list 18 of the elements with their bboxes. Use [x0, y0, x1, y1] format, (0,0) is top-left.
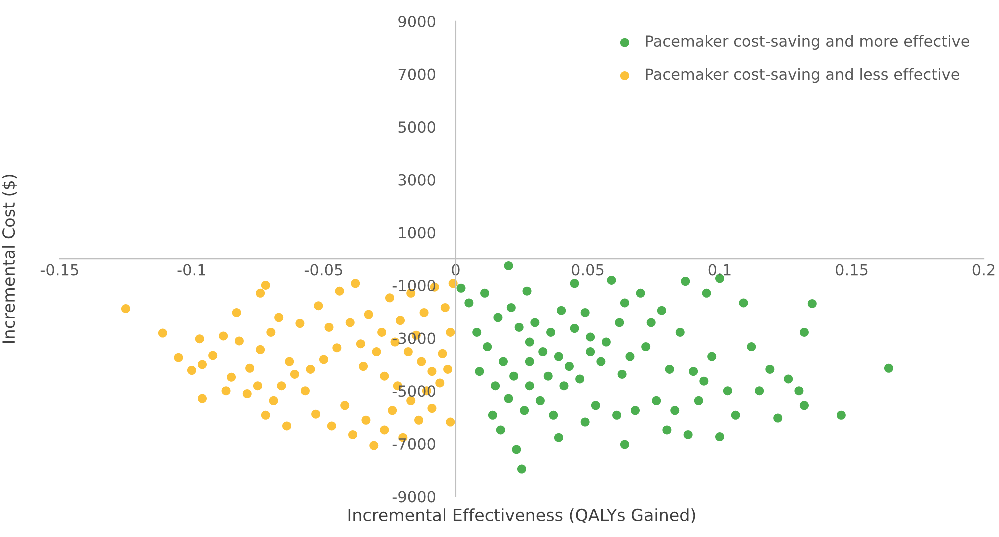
legend-label: Pacemaker cost-saving and more effective — [646, 35, 970, 50]
x-tick-label: -0.15 — [40, 264, 78, 276]
x-tick-label: 0.05 — [572, 264, 604, 276]
x-tick-label: 0.1 — [708, 264, 731, 276]
y-tick-label: 5000 — [398, 122, 436, 134]
x-tick-label: -0.1 — [178, 264, 206, 276]
x-axis-title: Incremental Effectiveness (QALYs Gained) — [348, 508, 696, 524]
x-tick-label: 0.2 — [972, 264, 995, 276]
x-tick-label: -0.05 — [304, 264, 342, 276]
y-tick-label: 1000 — [399, 227, 436, 239]
y-tick-label: -9000 — [392, 491, 436, 503]
y-tick-label: 3000 — [398, 174, 436, 186]
y-tick-label: -7000 — [392, 438, 436, 450]
y-tick-label: 7000 — [398, 68, 436, 80]
y-tick-label: 9000 — [398, 16, 436, 28]
y-axis-title: Incremental Cost ($) — [2, 175, 18, 343]
legend-label: Pacemaker cost-saving and less effective — [646, 68, 960, 84]
x-tick-label: 0.15 — [836, 264, 868, 276]
